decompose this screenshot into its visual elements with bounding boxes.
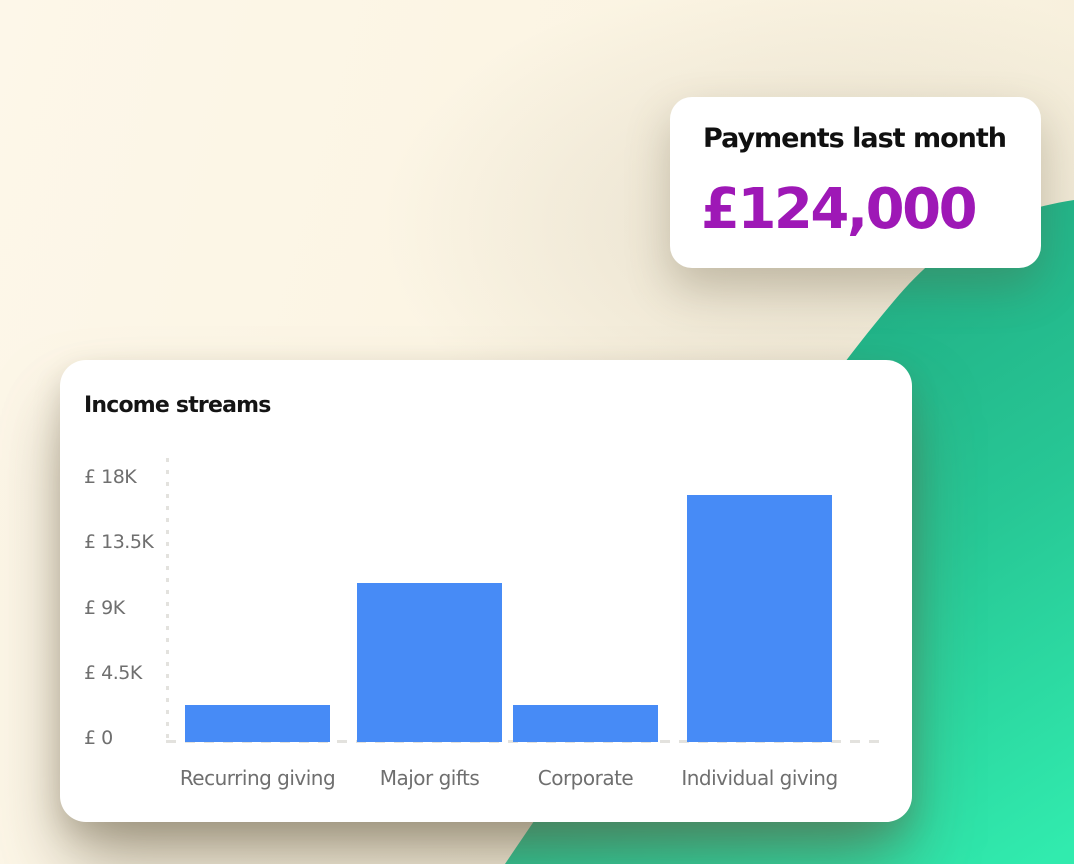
bar-corporate[interactable] (513, 705, 658, 742)
y-axis-tick-label: £ 0 (84, 727, 113, 749)
y-axis-tick-label: £ 18K (84, 466, 137, 488)
x-axis-category-label: Major gifts (379, 766, 480, 790)
income-streams-bar-chart: £ 18K £ 13.5K £ 9K £ 4.5K £ 0 Recurring givin… (60, 360, 912, 822)
bar-major-gifts[interactable] (357, 583, 502, 742)
y-axis-tick-label: £ 4.5K (84, 661, 142, 684)
payments-summary-card: Payments last month £124,000 (670, 97, 1041, 268)
y-axis-dashed-line (166, 458, 169, 742)
chart-title: Income streams (84, 393, 271, 418)
y-axis-tick-label: £ 13.5K (84, 531, 154, 554)
bar-individual-giving[interactable] (687, 495, 832, 742)
payments-amount-value: £124,000 (701, 177, 978, 242)
income-streams-card: Income streams £ 18K £ 13.5K £ 9K £ 4.5K £ 0… (60, 360, 912, 822)
x-axis-category-label: Corporate (537, 766, 634, 790)
payments-card-title: Payments last month (703, 123, 1007, 154)
x-axis-category-label: Recurring giving (179, 766, 336, 790)
y-axis-tick-label: £ 9K (84, 596, 125, 619)
x-axis-category-label: Individual giving (681, 766, 838, 790)
bar-recurring-giving[interactable] (185, 705, 330, 742)
